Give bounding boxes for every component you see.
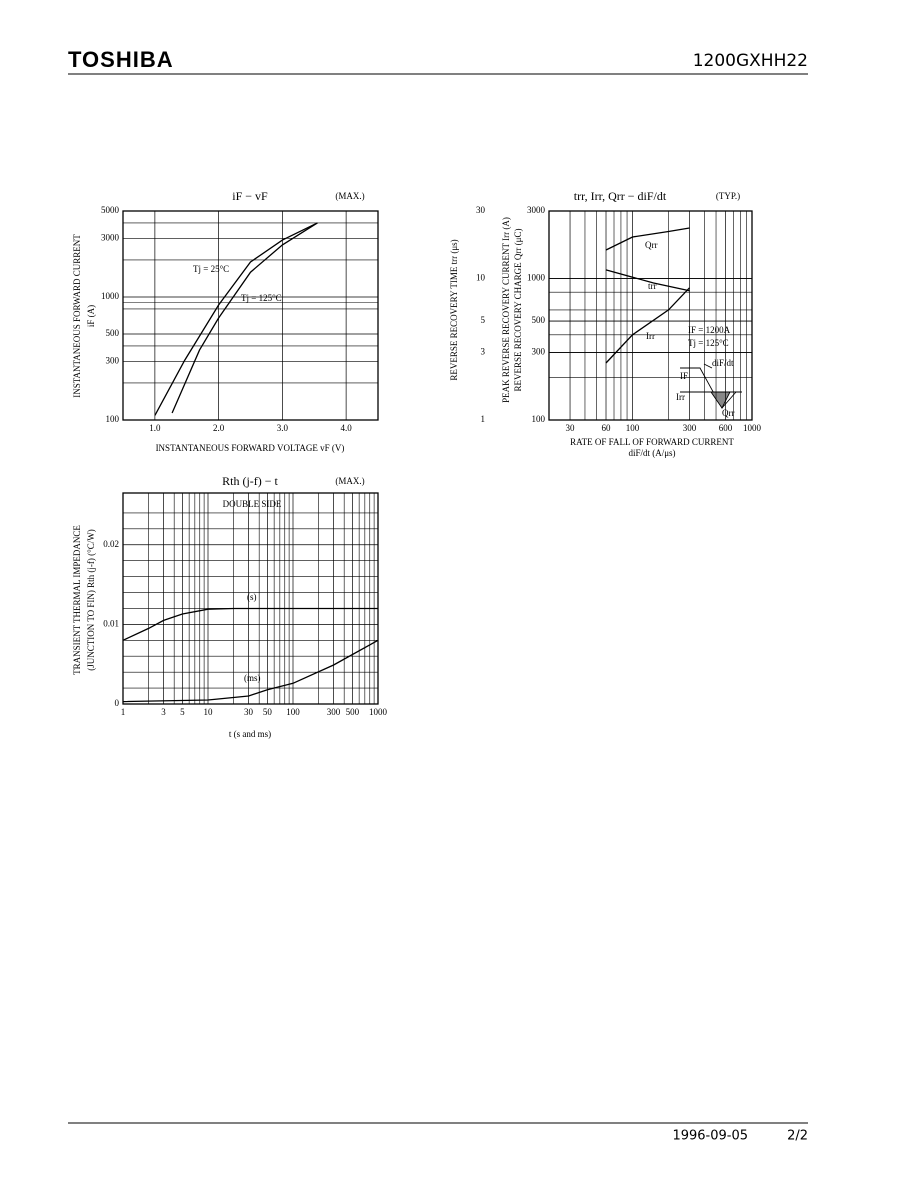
- chart-subtitle: (MAX.): [335, 476, 364, 486]
- x-tick-label: 3.0: [277, 423, 289, 433]
- brand-logo: TOSHIBA: [68, 47, 174, 72]
- y-tick-label: 1: [481, 414, 486, 424]
- y2-tick-label: 300: [532, 347, 546, 357]
- y-tick-label: 5000: [101, 205, 120, 215]
- x-tick-label: 1000: [369, 707, 388, 717]
- curve-label: Tj = 25°C: [193, 264, 229, 274]
- x-tick-label: 50: [263, 707, 273, 717]
- x-tick-label: 4.0: [341, 423, 353, 433]
- x-tick-label: 1: [121, 707, 126, 717]
- x-tick-label: 3: [161, 707, 166, 717]
- y-tick-label: 10: [476, 273, 486, 283]
- y-tick-label: 5: [481, 315, 486, 325]
- y-axis-label: INSTANTANEOUS FORWARD CURRENT: [72, 234, 82, 398]
- x-axis-label: RATE OF FALL OF FORWARD CURRENT: [570, 437, 734, 447]
- curve-label: Qrr: [645, 240, 658, 250]
- data-line: [154, 222, 318, 416]
- annotation: IF = 1200A: [688, 325, 731, 335]
- x-tick-label: 500: [346, 707, 360, 717]
- y-tick-label: 100: [106, 414, 120, 424]
- data-line: [605, 227, 690, 251]
- curve-label: Tj = 125°C: [241, 293, 282, 303]
- x-tick-label: 30: [566, 423, 576, 433]
- curve-label: trr: [648, 281, 657, 291]
- x-axis-label: diF/dt (A/μs): [628, 448, 675, 458]
- curve-label: (s): [247, 592, 257, 602]
- inset-hatched-area: [710, 391, 731, 409]
- part-number: 1200GXHH22: [693, 51, 808, 71]
- footer-date: 1996-09-05: [672, 1129, 748, 1144]
- chart-subtitle: (MAX.): [335, 191, 364, 201]
- y-axis-label: iF (A): [86, 305, 96, 327]
- x-tick-label: 600: [719, 423, 733, 433]
- x-tick-label: 5: [180, 707, 185, 717]
- annotation: DOUBLE SIDE: [223, 499, 282, 509]
- x-tick-label: 100: [626, 423, 640, 433]
- y2-axis-label: REVERSE RECOVERY CHARGE Qrr (μC): [513, 229, 523, 392]
- y-axis-label: REVERSE RECOVERY TIME trr (μs): [449, 239, 459, 380]
- x-tick-label: 300: [683, 423, 697, 433]
- chart-title: iF − vF: [232, 189, 268, 203]
- x-tick-label: 60: [602, 423, 612, 433]
- inset-label: diF/dt: [712, 358, 734, 368]
- inset-label: Irr: [676, 392, 685, 402]
- y2-tick-label: 100: [532, 414, 546, 424]
- inset-pointer: [703, 363, 713, 369]
- x-tick-label: 1.0: [149, 423, 161, 433]
- x-tick-label: 30: [244, 707, 254, 717]
- y2-tick-label: 500: [532, 315, 546, 325]
- curve-label: (ms): [244, 673, 261, 683]
- y-axis-label: (JUNCTION TO FIN) Rth (j-f) (°C/W): [86, 529, 96, 671]
- y2-axis-label: PEAK REVERSE RECOVERY CURRENT Irr (A): [501, 217, 511, 403]
- x-tick-label: 1000: [743, 423, 762, 433]
- footer-page: 2/2: [787, 1129, 808, 1144]
- y2-tick-label: 3000: [527, 205, 546, 215]
- y-tick-label: 30: [476, 205, 486, 215]
- y-tick-label: 300: [106, 355, 120, 365]
- chart-title: trr, Irr, Qrr − diF/dt: [574, 189, 667, 203]
- y-tick-label: 3000: [101, 232, 120, 242]
- y-tick-label: 500: [106, 328, 120, 338]
- data-line: [122, 607, 378, 641]
- data-line: [605, 287, 690, 364]
- y2-tick-label: 1000: [527, 273, 546, 283]
- data-line: [171, 222, 318, 414]
- x-tick-label: 100: [286, 707, 300, 717]
- data-line: [122, 639, 379, 703]
- y-tick-label: 0.01: [103, 618, 119, 628]
- x-tick-label: 10: [204, 707, 214, 717]
- chart-title: Rth (j-f) − t: [222, 474, 278, 488]
- chart-subtitle: (TYP.): [716, 191, 740, 201]
- inset-label: IF: [680, 371, 688, 381]
- y-axis-label: TRANSIENT THERMAL IMPEDANCE: [72, 525, 82, 675]
- y-tick-label: 1000: [101, 291, 120, 301]
- y-tick-label: 0: [115, 698, 120, 708]
- inset-waveform: [680, 367, 737, 409]
- inset-label: Qrr: [722, 408, 735, 418]
- annotation: Tj = 125°C: [688, 338, 729, 348]
- y-tick-label: 0.02: [103, 539, 119, 549]
- curve-label: Irr: [646, 331, 655, 341]
- plot-frame: [122, 210, 379, 421]
- x-axis-label: t (s and ms): [229, 729, 271, 739]
- data-line: [605, 269, 690, 292]
- x-tick-label: 300: [327, 707, 341, 717]
- y-tick-label: 3: [481, 347, 486, 357]
- x-axis-label: INSTANTANEOUS FORWARD VOLTAGE vF (V): [156, 443, 345, 453]
- x-tick-label: 2.0: [213, 423, 225, 433]
